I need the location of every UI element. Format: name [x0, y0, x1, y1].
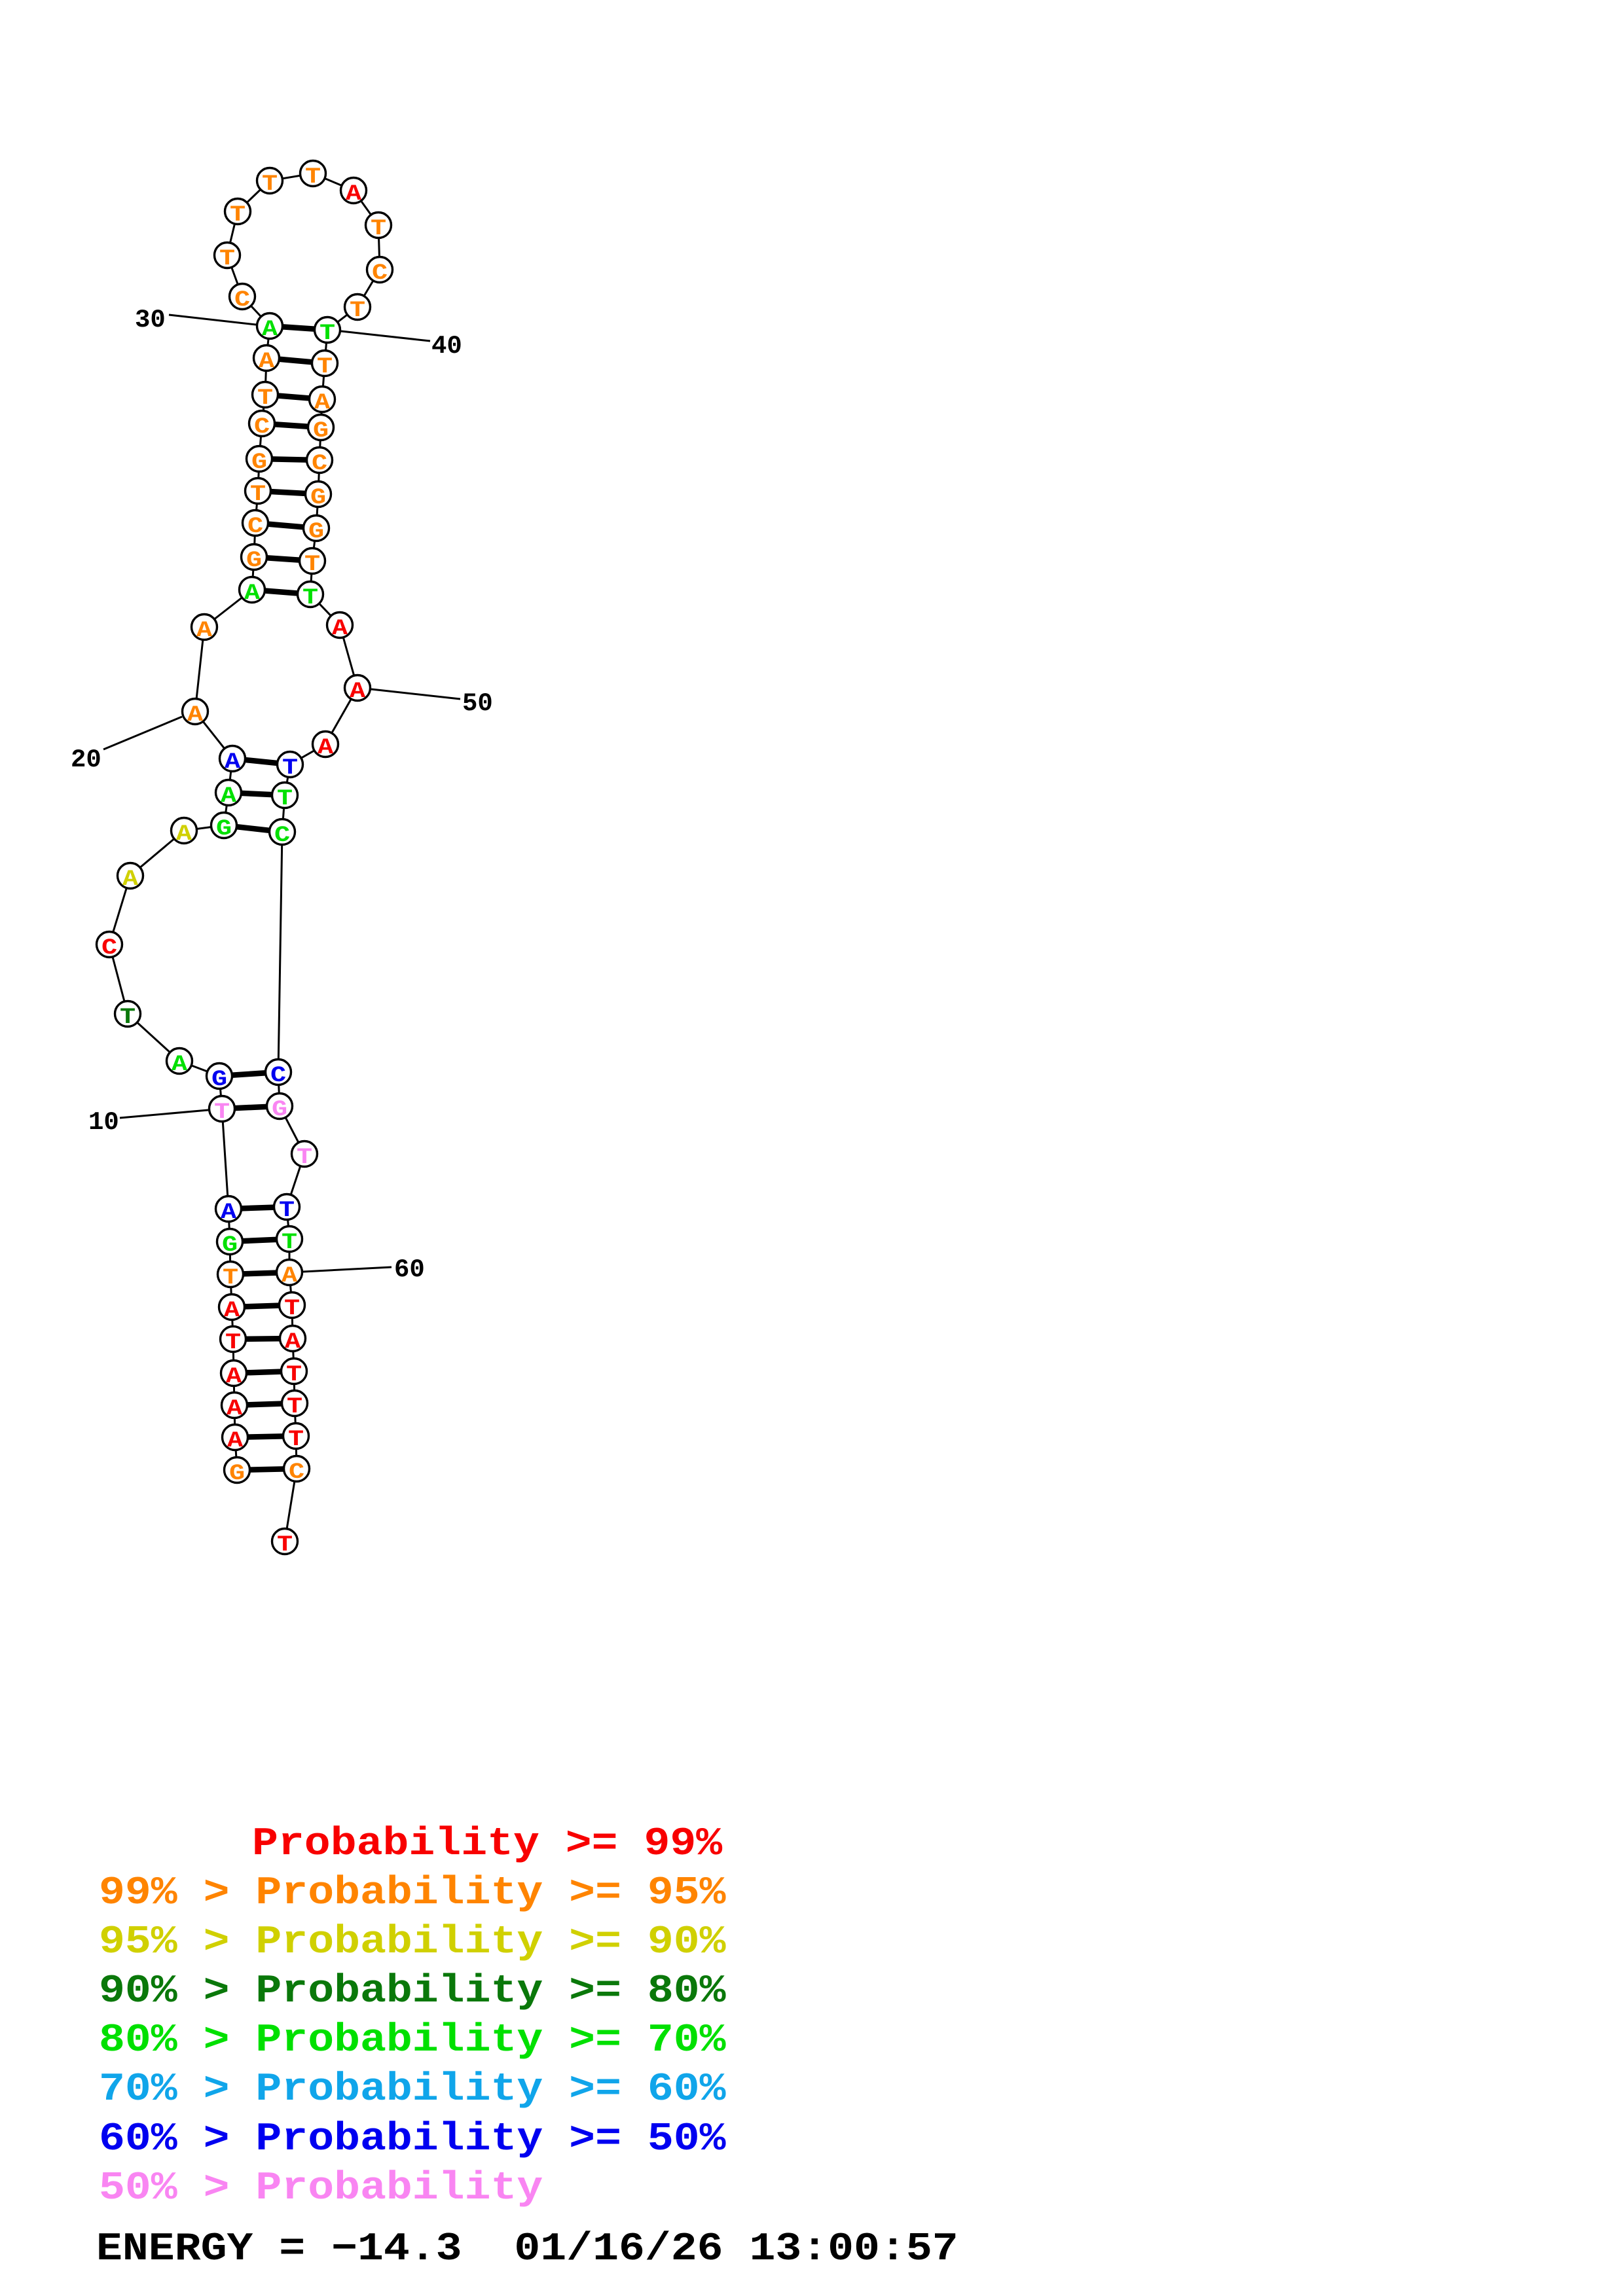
svg-text:A: A: [224, 1299, 240, 1323]
svg-text:C: C: [289, 1460, 304, 1485]
svg-text:T: T: [305, 165, 321, 190]
svg-text:99% > Probability >= 95%: 99% > Probability >= 95%: [99, 1871, 726, 1915]
svg-text:A: A: [187, 703, 204, 728]
svg-text:A: A: [221, 784, 237, 809]
svg-text:C: C: [312, 452, 327, 476]
svg-text:C: C: [270, 1064, 286, 1088]
svg-text:C: C: [254, 415, 270, 440]
svg-text:A: A: [221, 1200, 237, 1225]
svg-text:A: A: [172, 1052, 188, 1077]
svg-text:70% > Probability >= 60%: 70% > Probability >= 60%: [99, 2067, 726, 2111]
svg-text:T: T: [120, 1005, 136, 1030]
svg-text:A: A: [225, 750, 241, 775]
svg-text:60% > Probability >= 50%: 60% > Probability >= 50%: [99, 2117, 726, 2161]
svg-text:T: T: [214, 1100, 230, 1125]
svg-text:T: T: [225, 1331, 241, 1355]
svg-text:T: T: [286, 1363, 302, 1388]
svg-text:T: T: [304, 552, 320, 577]
svg-text:A: A: [122, 867, 139, 892]
svg-text:T: T: [297, 1145, 312, 1170]
svg-text:T: T: [250, 482, 266, 507]
svg-text:A: A: [176, 822, 192, 847]
svg-text:T: T: [319, 321, 335, 346]
svg-text:G: G: [313, 419, 329, 444]
svg-text:80% > Probability >= 70%: 80% > Probability >= 70%: [99, 2018, 726, 2062]
svg-text:C: C: [274, 823, 290, 848]
svg-text:T: T: [288, 1427, 304, 1452]
svg-text:G: G: [246, 548, 262, 573]
svg-text:C: C: [372, 261, 388, 286]
svg-text:T: T: [257, 386, 273, 411]
svg-text:G: G: [211, 1067, 227, 1092]
svg-text:T: T: [287, 1395, 302, 1420]
svg-text:A: A: [314, 391, 331, 416]
svg-text:T: T: [277, 787, 293, 812]
svg-text:T: T: [284, 1297, 300, 1321]
svg-text:30: 30: [135, 306, 166, 334]
svg-text:A: A: [346, 182, 362, 207]
svg-text:95% > Probability >= 90%: 95% > Probability >= 90%: [99, 1920, 726, 1964]
svg-text:C: C: [234, 288, 250, 313]
svg-text:G: G: [310, 486, 326, 511]
svg-text:G: G: [229, 1462, 245, 1486]
svg-text:T: T: [317, 355, 333, 380]
svg-text:G: G: [272, 1098, 287, 1122]
svg-text:ENERGY = −14.3 01/16/26 13:00: ENERGY = −14.3 01/16/26 13:00:57: [96, 2227, 958, 2271]
svg-text:T: T: [262, 172, 278, 197]
svg-text:T: T: [302, 586, 318, 611]
svg-text:10: 10: [88, 1108, 119, 1137]
svg-text:A: A: [226, 1365, 242, 1390]
svg-text:A: A: [318, 736, 334, 761]
svg-text:A: A: [196, 619, 213, 643]
svg-text:T: T: [230, 203, 246, 228]
svg-text:T: T: [350, 298, 365, 323]
svg-text:T: T: [219, 247, 235, 272]
svg-text:A: A: [332, 617, 348, 641]
svg-text:Probability >= 99%: Probability >= 99%: [252, 1821, 722, 1866]
svg-text:C: C: [247, 514, 263, 539]
svg-text:A: A: [285, 1330, 301, 1355]
svg-text:G: G: [216, 817, 232, 842]
svg-text:A: A: [227, 1429, 244, 1454]
svg-text:50% > Probability: 50% > Probability: [99, 2166, 543, 2210]
svg-text:C: C: [101, 936, 117, 961]
svg-text:T: T: [277, 1533, 293, 1558]
svg-text:T: T: [282, 1230, 297, 1255]
svg-text:G: G: [251, 450, 267, 475]
svg-text:T: T: [371, 217, 386, 242]
svg-text:20: 20: [71, 745, 101, 774]
svg-text:A: A: [227, 1397, 243, 1422]
svg-text:A: A: [244, 581, 261, 606]
svg-text:90% > Probability >= 80%: 90% > Probability >= 80%: [99, 1969, 726, 2013]
svg-text:50: 50: [462, 689, 493, 718]
svg-text:G: G: [308, 520, 324, 545]
svg-text:A: A: [282, 1264, 298, 1289]
svg-text:T: T: [282, 756, 298, 781]
svg-text:40: 40: [431, 332, 462, 361]
svg-text:A: A: [259, 350, 275, 374]
svg-text:A: A: [262, 317, 278, 342]
svg-text:A: A: [350, 679, 366, 704]
svg-text:T: T: [279, 1198, 295, 1223]
svg-text:T: T: [223, 1266, 238, 1291]
svg-text:G: G: [222, 1233, 238, 1258]
svg-text:60: 60: [394, 1255, 425, 1284]
